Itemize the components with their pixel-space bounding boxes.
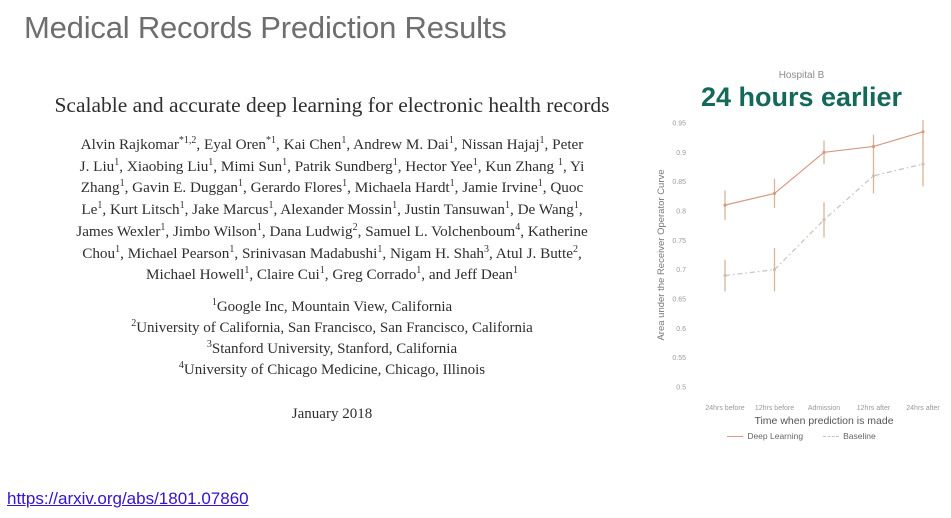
paper-page: Scalable and accurate deep learning for …	[8, 90, 656, 423]
author-line: J. Liu1, Xiaobing Liu1, Mimi Sun1, Patri…	[79, 156, 585, 175]
paper-title: Scalable and accurate deep learning for …	[54, 93, 610, 117]
svg-text:24hrs before: 24hrs before	[705, 405, 744, 412]
author-line: Michael Howell1, Claire Cui1, Greg Corra…	[146, 265, 518, 284]
slide-title: Medical Records Prediction Results	[24, 10, 507, 45]
svg-text:0.5: 0.5	[676, 385, 686, 392]
legend-label: Deep Learning	[747, 431, 804, 441]
svg-text:0.6: 0.6	[676, 326, 686, 333]
svg-text:Time when prediction is made: Time when prediction is made	[754, 415, 893, 427]
author-line: James Wexler1, Jimbo Wilson1, Dana Ludwi…	[76, 221, 588, 240]
svg-text:0.9: 0.9	[676, 150, 686, 157]
legend-swatch-solid-line	[727, 435, 744, 437]
affiliation-line: 3Stanford University, Stanford, Californ…	[206, 338, 458, 357]
auc-chart-panel: Hospital B 24 hours earlier 0.95 0.9 0.85 0…	[652, 70, 951, 441]
paper-affiliations: 1Google Inc, Mountain View, California 2…	[8, 297, 656, 381]
author-line: Alvin Rajkomar*1,2, Eyal Oren*1, Kai Che…	[80, 134, 584, 153]
svg-text:12hrs before: 12hrs before	[755, 405, 794, 412]
headline-annotation: 24 hours earlier	[700, 82, 903, 112]
affiliation-line: 2University of California, San Francisco…	[131, 317, 533, 336]
affiliation-line: 4University of Chicago Medicine, Chicago…	[178, 359, 486, 378]
paper-authors: Alvin Rajkomar*1,2, Eyal Oren*1, Kai Che…	[8, 134, 656, 286]
author-line: Chou1, Michael Pearson1, Srinivasan Mada…	[82, 243, 582, 262]
legend-item: Baseline	[823, 431, 876, 441]
author-line: Le1, Kurt Litsch1, Jake Marcus1, Alexand…	[81, 200, 583, 219]
svg-text:24hrs after: 24hrs after	[906, 405, 940, 412]
legend-label: Baseline	[843, 431, 876, 441]
svg-text:0.75: 0.75	[672, 238, 686, 245]
svg-text:0.8: 0.8	[676, 209, 686, 216]
svg-text:Admission: Admission	[808, 405, 840, 412]
svg-text:0.85: 0.85	[672, 179, 686, 186]
chart-legend: Deep Learning Baseline	[652, 431, 951, 441]
svg-text:0.7: 0.7	[676, 267, 686, 274]
affiliation-line: 1Google Inc, Mountain View, California	[211, 296, 453, 315]
chart-title: Hospital B	[778, 70, 825, 81]
svg-text:0.95: 0.95	[672, 121, 686, 128]
svg-text:12hrs after: 12hrs after	[857, 405, 891, 412]
arxiv-link[interactable]: https://arxiv.org/abs/1801.07860	[7, 489, 249, 508]
auc-chart-svg: 0.95 0.9 0.85 0.8 0.75 0.7 0.65 0.6 0.55 0.5 Area …	[656, 120, 940, 427]
legend-item: Deep Learning	[727, 431, 803, 441]
author-line: Zhang1, Gavin E. Duggan1, Gerardo Flores…	[80, 178, 584, 197]
svg-text:0.65: 0.65	[672, 297, 686, 304]
svg-text:Area under the Receiver Operat: Area under the Receiver Operator Curve	[656, 169, 667, 340]
svg-text:0.55: 0.55	[672, 355, 686, 362]
legend-swatch-dashed-line	[823, 435, 840, 437]
paper-date: January 2018	[291, 405, 373, 422]
